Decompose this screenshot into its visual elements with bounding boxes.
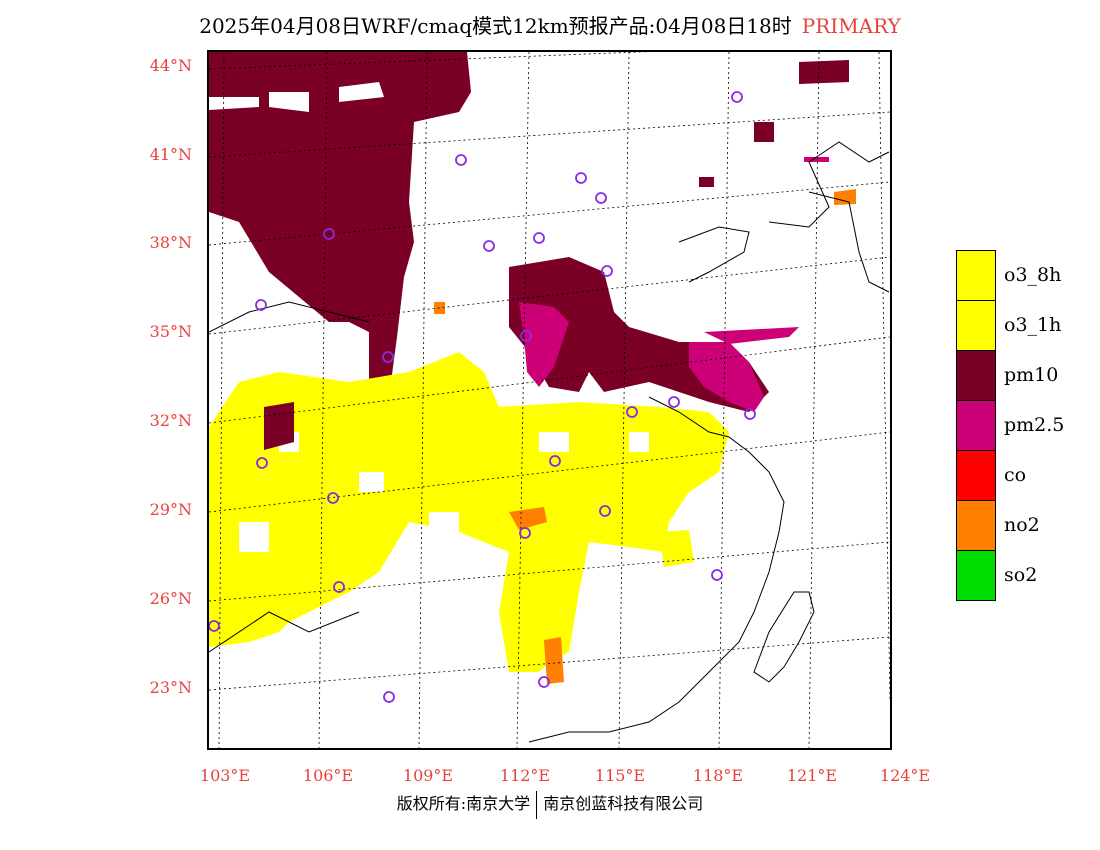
lon-label-112: 112°E: [499, 766, 551, 785]
legend-item-no2: no2: [956, 500, 1064, 550]
legend-item-pm10: pm10: [956, 350, 1064, 400]
lon-label-118: 118°E: [692, 766, 744, 785]
no2-patch-guangzhou: [544, 637, 564, 684]
lon-label-115: 115°E: [594, 766, 646, 785]
lat-label-29: 29°N: [149, 500, 192, 519]
legend-item-co: co: [956, 450, 1064, 500]
legend-label: no2: [1004, 514, 1040, 536]
legend-item-o3-1h: o3_1h: [956, 300, 1064, 350]
legend-swatch: [956, 350, 996, 400]
forecast-map[interactable]: [207, 41, 892, 750]
lat-label-41: 41°N: [149, 145, 192, 164]
map-title: 2025年04月08日WRF/cmaq模式12km预报产品:04月08日18时 P…: [0, 10, 1100, 39]
lat-label-32: 32°N: [149, 411, 192, 430]
lat-label-26: 26°N: [149, 589, 192, 608]
o3-region-south: [209, 352, 729, 672]
legend-item-so2: so2: [956, 549, 1064, 601]
no2-patch-wuhan: [509, 507, 547, 530]
legend-label: so2: [1004, 564, 1038, 586]
pm25-region-jiangsu: [689, 342, 764, 412]
lat-label-38: 38°N: [149, 233, 192, 252]
lon-label-103: 103°E: [199, 766, 251, 785]
legend-swatch: [956, 400, 996, 450]
lat-label-44: 44°N: [149, 56, 192, 75]
copyright-left: 版权所有:南京大学: [396, 794, 531, 813]
no2-patch-northeast: [834, 189, 856, 205]
legend-item-o3-8h: o3_8h: [956, 250, 1064, 300]
legend-label: o3_1h: [1004, 314, 1062, 336]
lon-label-106: 106°E: [302, 766, 354, 785]
legend-label: pm2.5: [1004, 414, 1065, 436]
legend-swatch: [956, 500, 996, 550]
lat-label-35: 35°N: [149, 322, 192, 341]
legend-label: o3_8h: [1004, 264, 1062, 286]
legend-swatch: [956, 549, 996, 601]
footer-separator: [536, 790, 538, 819]
title-tag: PRIMARY: [801, 14, 901, 38]
lon-label-109: 109°E: [402, 766, 454, 785]
legend-swatch: [956, 250, 996, 300]
pm10-region-northwest: [209, 52, 471, 387]
copyright-right: 南京创蓝科技有限公司: [543, 794, 704, 813]
lon-label-124: 124°E: [879, 766, 931, 785]
title-main: 2025年04月08日WRF/cmaq模式12km预报产品:04月08日18时: [199, 14, 792, 38]
pm25-region-henan: [519, 302, 569, 387]
pollutant-legend: o3_8h o3_1h pm10 pm2.5 co no2 so2: [956, 250, 1064, 601]
lon-label-121: 121°E: [786, 766, 838, 785]
lat-label-23: 23°N: [149, 678, 192, 697]
legend-label: pm10: [1004, 364, 1059, 386]
map-canvas: [208, 41, 891, 749]
copyright-footer: 版权所有:南京大学 南京创蓝科技有限公司: [0, 790, 1100, 819]
legend-label: co: [1004, 464, 1027, 486]
legend-item-pm25: pm2.5: [956, 400, 1064, 450]
station-markers: [208, 91, 756, 703]
legend-swatch: [956, 450, 996, 500]
legend-swatch: [956, 300, 996, 350]
